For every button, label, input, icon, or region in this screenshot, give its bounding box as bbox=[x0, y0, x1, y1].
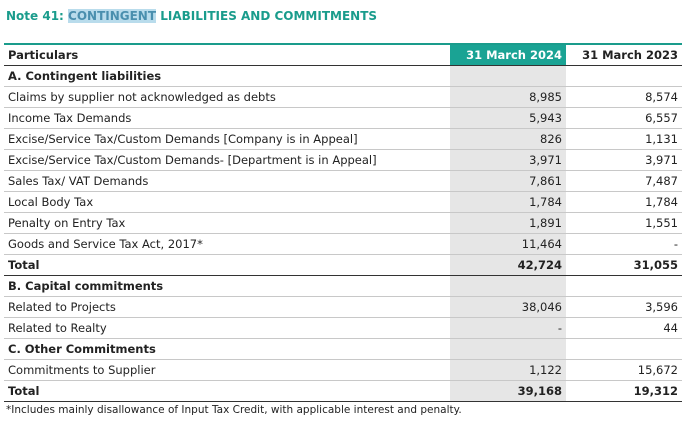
cell: 31 March 2023 bbox=[566, 43, 682, 66]
total-row: Total 39,168 19,312 bbox=[4, 380, 682, 402]
cell: - bbox=[450, 317, 566, 339]
data-row: Sales Tax/ VAT Demands 7,861 7,487 bbox=[4, 170, 682, 192]
cell bbox=[450, 65, 566, 87]
cell: B. Capital commitments bbox=[4, 275, 450, 297]
cell: 826 bbox=[450, 128, 566, 150]
data-row: Excise/Service Tax/Custom Demands [Compa… bbox=[4, 128, 682, 150]
cell: 31 March 2024 bbox=[450, 43, 566, 66]
cell: 1,122 bbox=[450, 359, 566, 381]
cell: 39,168 bbox=[450, 380, 566, 402]
cell bbox=[450, 275, 566, 297]
data-row: Claims by supplier not acknowledged as d… bbox=[4, 86, 682, 108]
cell: C. Other Commitments bbox=[4, 338, 450, 360]
cell: Claims by supplier not acknowledged as d… bbox=[4, 86, 450, 108]
cell bbox=[566, 275, 682, 297]
cell: 1,784 bbox=[450, 191, 566, 213]
data-row: Penalty on Entry Tax 1,891 1,551 bbox=[4, 212, 682, 234]
cell: 1,784 bbox=[566, 191, 682, 213]
table: Particulars 31 March 2024 31 March 2023 A. … bbox=[4, 43, 682, 402]
header-row: Particulars 31 March 2024 31 March 2023 bbox=[4, 43, 682, 66]
cell: Total bbox=[4, 380, 450, 402]
cell: 5,943 bbox=[450, 107, 566, 129]
footnote: *Includes mainly disallowance of Input T… bbox=[6, 404, 462, 416]
cell: 8,985 bbox=[450, 86, 566, 108]
cell: Income Tax Demands bbox=[4, 107, 450, 129]
cell: 1,551 bbox=[566, 212, 682, 234]
title-prefix: Note 41: bbox=[6, 9, 69, 23]
cell bbox=[566, 65, 682, 87]
cell: 3,971 bbox=[566, 149, 682, 171]
cell: 6,557 bbox=[566, 107, 682, 129]
title-rest: LIABILITIES AND COMMITMENTS bbox=[156, 9, 378, 23]
cell: Related to Projects bbox=[4, 296, 450, 318]
cell: 44 bbox=[566, 317, 682, 339]
cell: 3,596 bbox=[566, 296, 682, 318]
cell: Local Body Tax bbox=[4, 191, 450, 213]
cell: 8,574 bbox=[566, 86, 682, 108]
cell: 42,724 bbox=[450, 254, 566, 276]
cell: Excise/Service Tax/Custom Demands [Compa… bbox=[4, 128, 450, 150]
cell: Penalty on Entry Tax bbox=[4, 212, 450, 234]
cell: 7,861 bbox=[450, 170, 566, 192]
cell: 38,046 bbox=[450, 296, 566, 318]
section-row: C. Other Commitments bbox=[4, 338, 682, 360]
cell: 15,672 bbox=[566, 359, 682, 381]
data-row: Local Body Tax 1,784 1,784 bbox=[4, 191, 682, 213]
cell: 3,971 bbox=[450, 149, 566, 171]
data-row: Related to Realty -44 bbox=[4, 317, 682, 339]
cell: Excise/Service Tax/Custom Demands- [Depa… bbox=[4, 149, 450, 171]
data-row: Commitments to Supplier 1,122 15,672 bbox=[4, 359, 682, 381]
cell: Commitments to Supplier bbox=[4, 359, 450, 381]
section-row: B. Capital commitments bbox=[4, 275, 682, 297]
cell: - bbox=[566, 233, 682, 255]
data-row: Income Tax Demands 5,943 6,557 bbox=[4, 107, 682, 129]
cell: Related to Realty bbox=[4, 317, 450, 339]
title: Note 41: CONTINGENT LIABILITIES AND COMM… bbox=[6, 9, 377, 23]
section-row: A. Contingent liabilities bbox=[4, 65, 682, 87]
cell: 19,312 bbox=[566, 380, 682, 402]
cell: Particulars bbox=[4, 43, 450, 66]
cell: Goods and Service Tax Act, 2017* bbox=[4, 233, 450, 255]
data-row: Related to Projects 38,046 3,596 bbox=[4, 296, 682, 318]
cell: 1,891 bbox=[450, 212, 566, 234]
cell: 7,487 bbox=[566, 170, 682, 192]
cell bbox=[450, 338, 566, 360]
total-row: Total 42,724 31,055 bbox=[4, 254, 682, 276]
data-row: Excise/Service Tax/Custom Demands- [Depa… bbox=[4, 149, 682, 171]
data-row: Goods and Service Tax Act, 2017* 11,464- bbox=[4, 233, 682, 255]
cell: Total bbox=[4, 254, 450, 276]
title-highlight: CONTINGENT bbox=[68, 9, 157, 23]
cell: 1,131 bbox=[566, 128, 682, 150]
cell bbox=[566, 338, 682, 360]
cell: 31,055 bbox=[566, 254, 682, 276]
cell: A. Contingent liabilities bbox=[4, 65, 450, 87]
cell: 11,464 bbox=[450, 233, 566, 255]
cell: Sales Tax/ VAT Demands bbox=[4, 170, 450, 192]
